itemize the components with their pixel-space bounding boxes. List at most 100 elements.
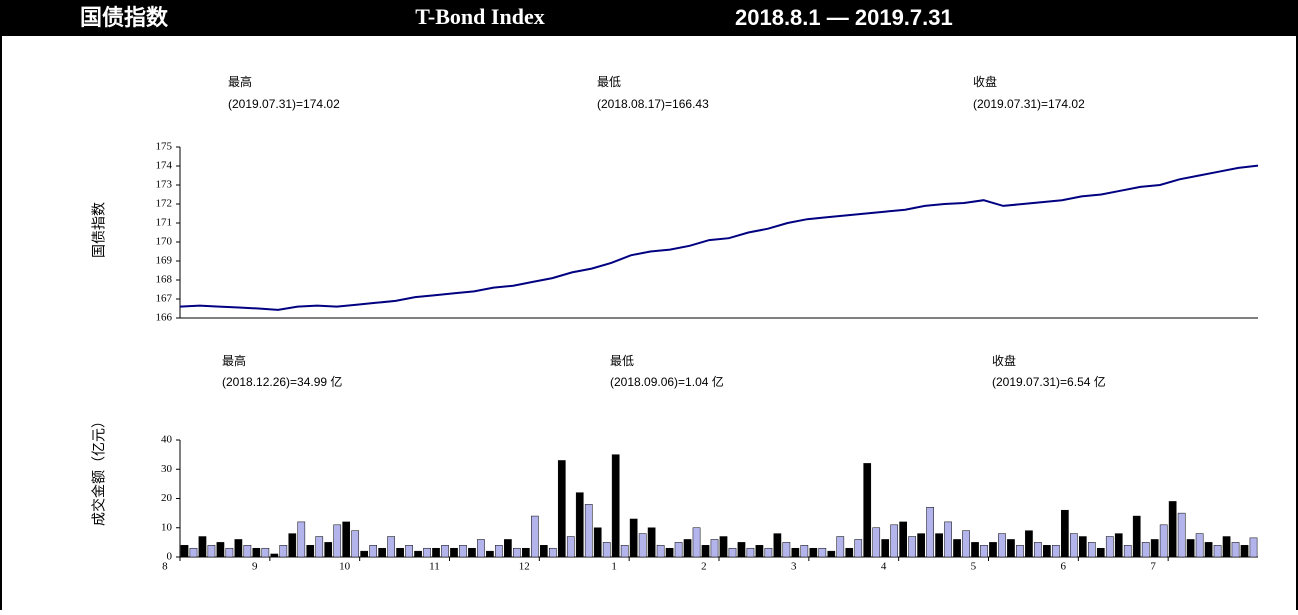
bar bbox=[432, 547, 440, 558]
x-tick-label: 1 bbox=[611, 561, 617, 573]
index-line bbox=[179, 164, 1259, 311]
bar bbox=[836, 536, 845, 558]
bar bbox=[917, 533, 925, 558]
bar bbox=[674, 542, 683, 558]
bar bbox=[396, 547, 404, 558]
bar bbox=[522, 547, 530, 558]
bar bbox=[1069, 533, 1078, 558]
y-tick-label: 20 bbox=[161, 492, 173, 504]
bar bbox=[575, 492, 584, 558]
bar bbox=[539, 545, 548, 558]
bar bbox=[1016, 545, 1024, 558]
bar bbox=[1034, 542, 1042, 558]
bar bbox=[198, 536, 207, 558]
bar bbox=[827, 550, 836, 558]
bar bbox=[423, 547, 431, 558]
bar bbox=[701, 545, 710, 558]
bar bbox=[486, 550, 494, 558]
bar bbox=[854, 539, 863, 558]
y-tick-label: 174 bbox=[156, 160, 173, 172]
bar bbox=[782, 542, 791, 558]
y-tick-label: 166 bbox=[156, 312, 173, 324]
bar bbox=[405, 545, 413, 558]
bar bbox=[414, 550, 422, 558]
bar bbox=[333, 524, 342, 558]
annotation-label: 收盘 bbox=[992, 353, 1016, 368]
bar bbox=[1052, 545, 1060, 558]
bar bbox=[809, 547, 818, 558]
bar bbox=[450, 547, 458, 558]
bar bbox=[1096, 547, 1105, 558]
bar bbox=[530, 515, 539, 558]
bar bbox=[1186, 539, 1195, 558]
bar bbox=[306, 545, 315, 558]
header-bar bbox=[0, 0, 1298, 36]
y-tick-label: 168 bbox=[156, 274, 173, 286]
bar bbox=[261, 547, 270, 558]
bar bbox=[1078, 536, 1087, 558]
bar bbox=[710, 539, 719, 558]
y-tick-label: 173 bbox=[156, 179, 173, 191]
bar bbox=[845, 547, 854, 558]
bar bbox=[279, 545, 288, 558]
bar bbox=[683, 539, 692, 558]
y-tick-label: 167 bbox=[156, 293, 173, 305]
x-tick-label: 12 bbox=[519, 561, 530, 573]
y-tick-label: 10 bbox=[161, 521, 173, 533]
bar bbox=[899, 521, 908, 558]
bar bbox=[746, 547, 755, 558]
bar bbox=[890, 524, 899, 558]
bar bbox=[495, 545, 503, 558]
bar bbox=[638, 533, 647, 558]
bar bbox=[953, 539, 961, 558]
x-tick-label: 8 bbox=[162, 561, 168, 573]
bar bbox=[459, 545, 467, 558]
bar bbox=[737, 542, 746, 558]
bar bbox=[548, 547, 557, 558]
y-tick-label: 172 bbox=[156, 198, 173, 210]
bar bbox=[1061, 509, 1069, 558]
y-tick-label: 30 bbox=[161, 463, 173, 475]
x-tick-label: 10 bbox=[339, 561, 351, 573]
bar bbox=[980, 545, 988, 558]
bar bbox=[1168, 501, 1177, 558]
annotation-label: 最高 bbox=[222, 353, 246, 368]
bar bbox=[1231, 542, 1240, 558]
annotation-label: 最高 bbox=[228, 74, 252, 89]
x-tick-label: 7 bbox=[1150, 561, 1156, 573]
bar bbox=[818, 547, 827, 558]
bar bbox=[315, 536, 324, 558]
bar bbox=[1007, 539, 1015, 558]
bar bbox=[1204, 542, 1213, 558]
bar bbox=[971, 542, 979, 558]
bar bbox=[926, 507, 934, 558]
bar bbox=[611, 454, 620, 558]
bar bbox=[1195, 533, 1204, 558]
bar bbox=[234, 539, 243, 558]
annotation-label: 最低 bbox=[610, 354, 634, 368]
bar bbox=[692, 527, 701, 558]
bar bbox=[755, 545, 764, 558]
bar bbox=[441, 545, 449, 558]
y-tick-label: 40 bbox=[161, 434, 173, 446]
y-tick-label: 171 bbox=[156, 217, 173, 229]
y-tick-label: 0 bbox=[167, 551, 173, 563]
x-tick-label: 11 bbox=[429, 561, 440, 573]
x-tick-label: 3 bbox=[791, 561, 797, 573]
bar bbox=[1132, 515, 1141, 558]
bar bbox=[189, 547, 198, 558]
bar bbox=[593, 527, 602, 558]
bar bbox=[557, 460, 566, 558]
bar bbox=[342, 521, 351, 558]
annotation-text: (2019.07.31)=174.02 bbox=[973, 97, 1085, 111]
x-tick-label: 6 bbox=[1061, 561, 1067, 573]
y-axis-label: 国债指数 bbox=[91, 202, 107, 258]
bar bbox=[378, 547, 386, 558]
bar bbox=[1150, 539, 1159, 558]
bar bbox=[243, 545, 252, 558]
bar bbox=[1141, 542, 1150, 558]
bar bbox=[1087, 542, 1096, 558]
bar bbox=[387, 536, 395, 558]
annotation-text: (2019.07.31)=174.02 bbox=[228, 97, 340, 111]
annotation-text: (2018.12.26)=34.99 亿 bbox=[222, 374, 342, 389]
